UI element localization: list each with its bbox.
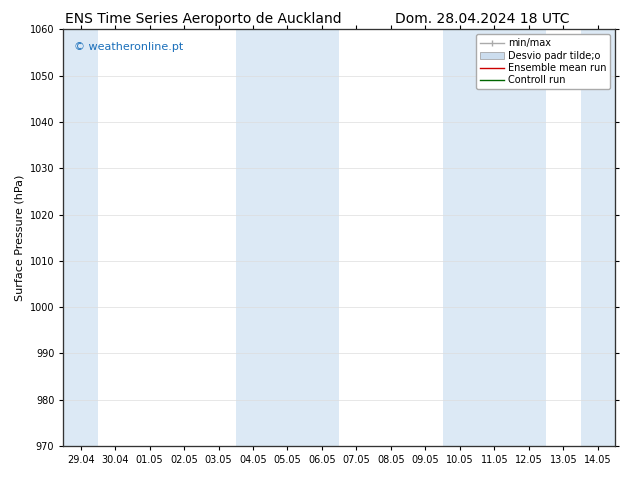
- Legend: min/max, Desvio padr tilde;o, Ensemble mean run, Controll run: min/max, Desvio padr tilde;o, Ensemble m…: [476, 34, 610, 89]
- Text: ENS Time Series Aeroporto de Auckland: ENS Time Series Aeroporto de Auckland: [65, 12, 341, 26]
- Bar: [305, 29, 339, 446]
- Bar: [63, 29, 98, 446]
- Bar: [581, 29, 615, 446]
- Bar: [270, 29, 305, 446]
- Bar: [236, 29, 270, 446]
- Bar: [443, 29, 477, 446]
- Bar: [477, 29, 512, 446]
- Y-axis label: Surface Pressure (hPa): Surface Pressure (hPa): [14, 174, 24, 301]
- Text: Dom. 28.04.2024 18 UTC: Dom. 28.04.2024 18 UTC: [394, 12, 569, 26]
- Bar: [512, 29, 546, 446]
- Text: © weatheronline.pt: © weatheronline.pt: [74, 42, 184, 52]
